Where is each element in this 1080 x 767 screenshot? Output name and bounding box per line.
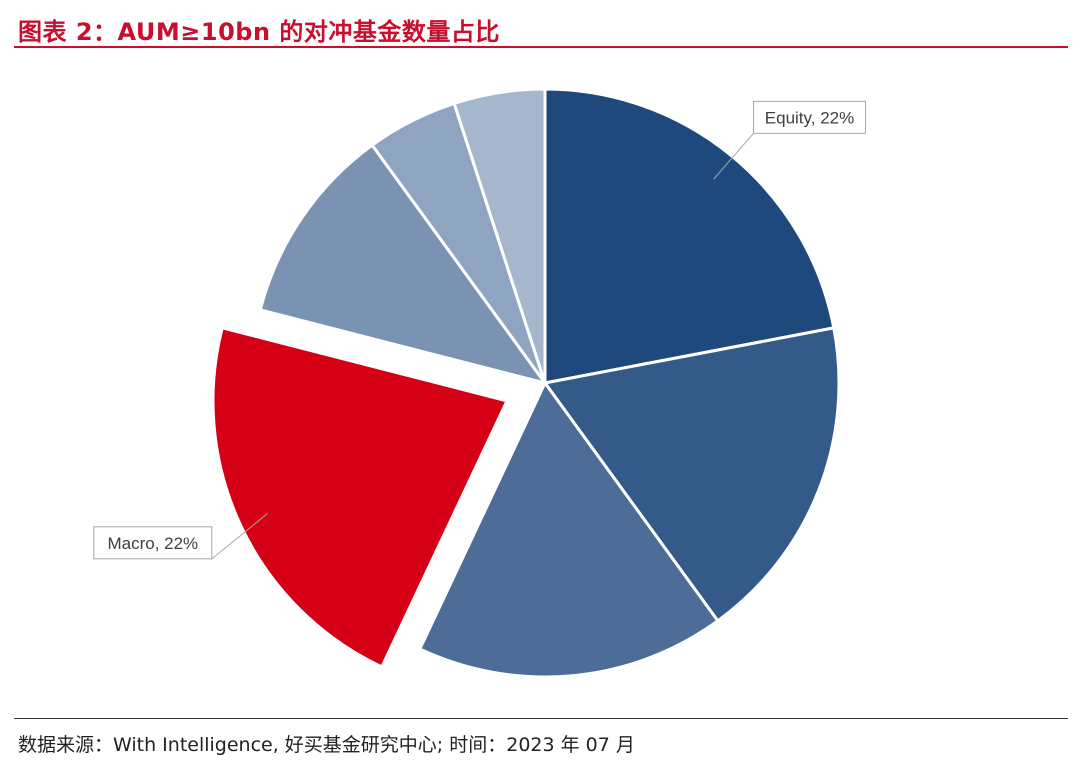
pie-slice-2 [543, 326, 841, 623]
data-label-macro: Macro, 22% [93, 513, 268, 560]
label-text: Macro, 22% [107, 534, 198, 553]
label-box [93, 526, 213, 560]
page-title: 图表 2：AUM≥10bn 的对冲基金数量占比 [18, 18, 500, 46]
label-text: Equity, 22% [765, 108, 854, 127]
pie-slice-7 [452, 87, 547, 385]
pie-slice-macro [211, 326, 509, 669]
leader-line [713, 133, 754, 180]
data-label-equity: Equity, 22% [713, 100, 867, 180]
source-note: 数据来源：With Intelligence, 好买基金研究中心; 时间：202… [18, 734, 635, 756]
pie-slice-5 [258, 143, 547, 385]
leader-line [211, 513, 268, 560]
pie-slice-3 [418, 381, 720, 679]
label-box [753, 100, 867, 134]
pie-slice-equity [543, 87, 836, 385]
footer-divider [14, 718, 1068, 719]
title-divider [14, 46, 1068, 48]
